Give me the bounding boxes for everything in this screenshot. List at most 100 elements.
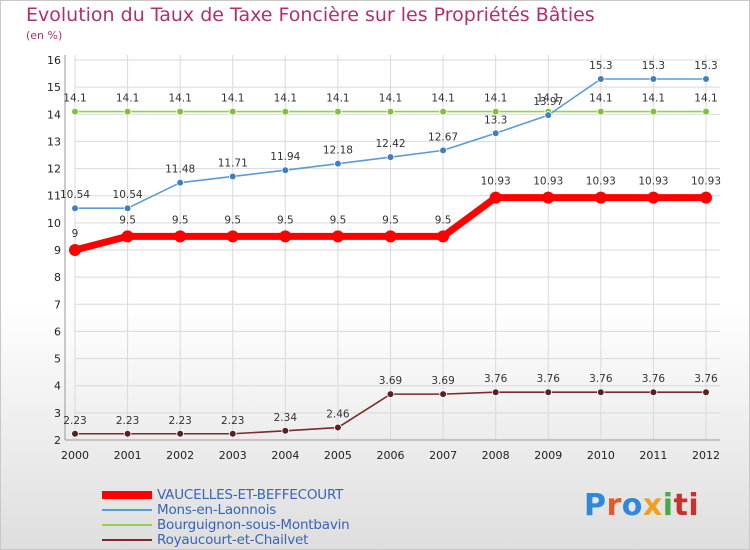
- data-label: 3.69: [431, 375, 454, 387]
- data-point: [386, 107, 395, 116]
- data-point: [439, 146, 447, 155]
- data-label: 13.3: [484, 114, 507, 126]
- data-point: [544, 111, 553, 119]
- data-point: [334, 423, 342, 432]
- data-label: 15.3: [694, 60, 717, 72]
- data-label: 14.1: [484, 93, 507, 105]
- data-point: [281, 107, 290, 116]
- logo-letter: ti: [673, 488, 700, 523]
- logo-letter: x: [642, 488, 663, 523]
- data-label: 10.93: [533, 176, 563, 188]
- y-tick-label: 5: [54, 353, 61, 366]
- data-label: 9.5: [330, 214, 347, 226]
- x-tick-label: 2002: [166, 449, 194, 462]
- data-point: [71, 107, 79, 116]
- data-label: 15.3: [589, 60, 612, 72]
- data-label: 13.97: [533, 96, 563, 108]
- legend-item-vaucelles: VAUCELLES-ET-BEFFECOURT: [102, 487, 350, 503]
- data-label: 14.1: [642, 93, 665, 105]
- x-tick-label: 2011: [639, 449, 667, 462]
- x-tick-label: 2007: [429, 449, 457, 462]
- data-point: [123, 204, 132, 213]
- legend-swatch-royaucourt: [102, 538, 152, 541]
- logo-letter: o: [621, 488, 643, 523]
- data-point: [649, 75, 658, 83]
- data-point: [702, 75, 710, 83]
- data-point: [174, 230, 187, 243]
- data-label: 14.1: [431, 93, 454, 105]
- data-label: 2.23: [63, 415, 86, 427]
- y-tick-label: 10: [47, 217, 61, 230]
- data-point: [597, 75, 605, 83]
- data-point: [176, 107, 184, 116]
- data-label: 14.1: [379, 93, 402, 105]
- data-label: 2.23: [221, 415, 244, 427]
- chart-title: Evolution du Taux de Taxe Foncière sur l…: [26, 4, 595, 26]
- data-point: [437, 230, 450, 243]
- y-tick-label: 13: [47, 135, 61, 148]
- data-point: [597, 388, 605, 397]
- data-label: 3.76: [642, 373, 666, 385]
- x-tick-label: 2012: [692, 449, 720, 462]
- data-label: 14.1: [326, 93, 349, 105]
- data-label: 10.93: [586, 176, 616, 188]
- legend-swatch-mons: [102, 508, 152, 511]
- legend-item-royaucourt: Royaucourt-et-Chailvet: [102, 531, 350, 548]
- data-label: 14.1: [116, 93, 139, 105]
- line-chart: 2 3 4 5 6 7 8 9 10 11 12 13 14 15 16 2000 2001 2002 2003 20…: [47, 54, 721, 462]
- data-label: 12.67: [428, 131, 458, 143]
- legend-item-bourguignon: Bourguignon-sous-Montbavin: [102, 516, 350, 533]
- data-label: 14.1: [537, 93, 560, 105]
- y-tick-label: 7: [54, 298, 61, 311]
- data-point: [649, 107, 658, 116]
- data-label: 11.94: [270, 151, 300, 163]
- chart-legend: VAUCELLES-ET-BEFFECOURT Mons-en-Laonnois…: [102, 487, 350, 548]
- x-tick-label: 2010: [587, 449, 615, 462]
- data-label: 11.71: [218, 157, 248, 169]
- data-point: [331, 230, 344, 243]
- data-label: 9.5: [382, 214, 399, 226]
- x-tick-label: 2006: [377, 449, 405, 462]
- data-point: [176, 429, 184, 438]
- data-label: 14.1: [694, 93, 717, 105]
- data-point: [123, 107, 132, 116]
- y-tick-label: 8: [54, 271, 61, 284]
- data-point: [649, 388, 658, 397]
- data-point: [121, 230, 134, 243]
- data-point: [594, 191, 607, 204]
- legend-label-royaucourt: Royaucourt-et-Chailvet: [157, 531, 309, 548]
- data-label: 9.5: [172, 214, 189, 226]
- legend-label-mons: Mons-en-Laonnois: [157, 501, 277, 518]
- data-label: 10.54: [113, 189, 143, 201]
- data-label: 14.1: [221, 93, 244, 105]
- data-label: 10.93: [638, 176, 668, 188]
- data-label: 15.3: [642, 60, 665, 72]
- data-label: 10.54: [60, 189, 90, 201]
- data-label: 14.1: [589, 93, 612, 105]
- data-point: [597, 107, 605, 116]
- data-label: 14.1: [63, 93, 86, 105]
- data-label: 9.5: [435, 214, 452, 226]
- data-label: 14.1: [168, 93, 191, 105]
- data-label: 3.69: [379, 375, 402, 387]
- data-point: [702, 388, 710, 397]
- data-label: 11.48: [165, 164, 195, 176]
- legend-label-bourguignon: Bourguignon-sous-Montbavin: [157, 516, 350, 533]
- data-point: [334, 107, 342, 116]
- data-label: 9.5: [277, 214, 294, 226]
- data-label: 9.5: [119, 214, 136, 226]
- data-point: [334, 159, 342, 168]
- y-tick-label: 12: [47, 163, 61, 176]
- data-point: [491, 129, 500, 138]
- data-point: [384, 230, 397, 243]
- data-point: [228, 429, 237, 438]
- data-point: [123, 429, 132, 438]
- legend-swatch-bourguignon: [102, 523, 152, 526]
- data-point: [702, 107, 710, 116]
- y-tick-label: 4: [54, 380, 61, 393]
- x-tick-label: 2005: [324, 449, 352, 462]
- data-label: 2.23: [168, 415, 191, 427]
- data-point: [279, 230, 292, 243]
- data-point: [71, 429, 79, 438]
- logo-letter: P: [584, 488, 607, 523]
